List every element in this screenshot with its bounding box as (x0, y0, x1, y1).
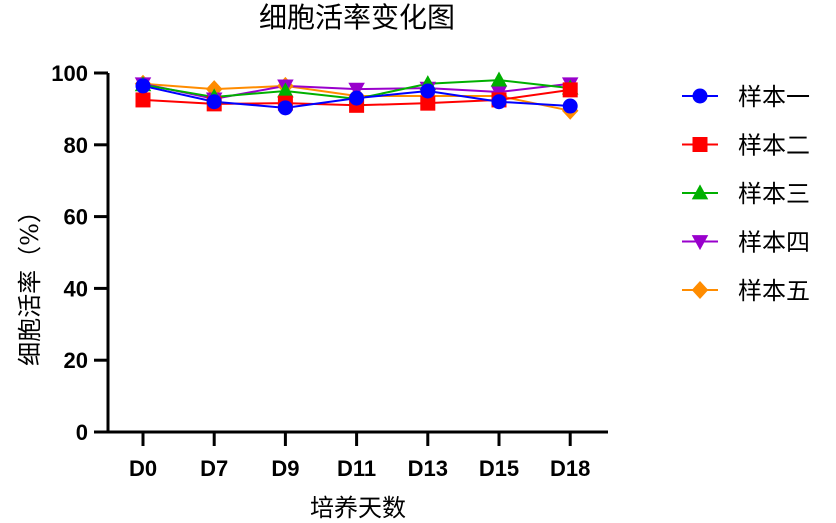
y-axis-title: 细胞活率（%） (16, 199, 44, 366)
x-tick-label: D15 (479, 456, 519, 481)
x-axis-title: 培养天数 (310, 494, 406, 522)
chart-title: 细胞活率变化图 (258, 1, 455, 34)
x-tick-label: D13 (408, 456, 448, 481)
x-tick-label: D7 (200, 456, 228, 481)
legend-label: 样本五 (738, 277, 810, 305)
legend-item: 样本五 (682, 277, 810, 305)
x-tick-label: D0 (129, 456, 157, 481)
y-tick-label: 60 (64, 205, 88, 230)
y-tick-label: 0 (76, 420, 88, 445)
x-tick-label: D11 (337, 456, 376, 481)
y-tick-label: 80 (64, 133, 88, 158)
legend-item: 样本三 (682, 180, 810, 208)
y-tick-label: 40 (64, 276, 88, 301)
legend-item: 样本二 (682, 132, 810, 160)
y-tick-label: 100 (51, 61, 88, 86)
x-tick-label: D18 (550, 456, 590, 481)
axes: 0 20 40 60 80 100 D0 D7 D9 D11 D13 D15 D18 培养天数 细胞活率（%… (16, 61, 608, 522)
legend-item: 样本一 (682, 83, 810, 111)
circle-marker-icon (692, 88, 708, 104)
legend-label: 样本一 (738, 83, 810, 111)
legend-label: 样本四 (738, 229, 810, 257)
legend-item: 样本四 (682, 229, 810, 257)
series-layer (134, 71, 579, 120)
triangle-up-marker-icon (691, 184, 709, 200)
square-marker-icon (692, 137, 708, 152)
diamond-marker-icon (691, 281, 709, 299)
y-tick-label: 20 (64, 348, 88, 373)
legend-label: 样本三 (738, 180, 810, 208)
legend-label: 样本二 (738, 132, 810, 160)
triangle-down-marker-icon (691, 235, 709, 251)
series-markers (135, 78, 578, 116)
x-tick-label: D9 (271, 456, 299, 481)
